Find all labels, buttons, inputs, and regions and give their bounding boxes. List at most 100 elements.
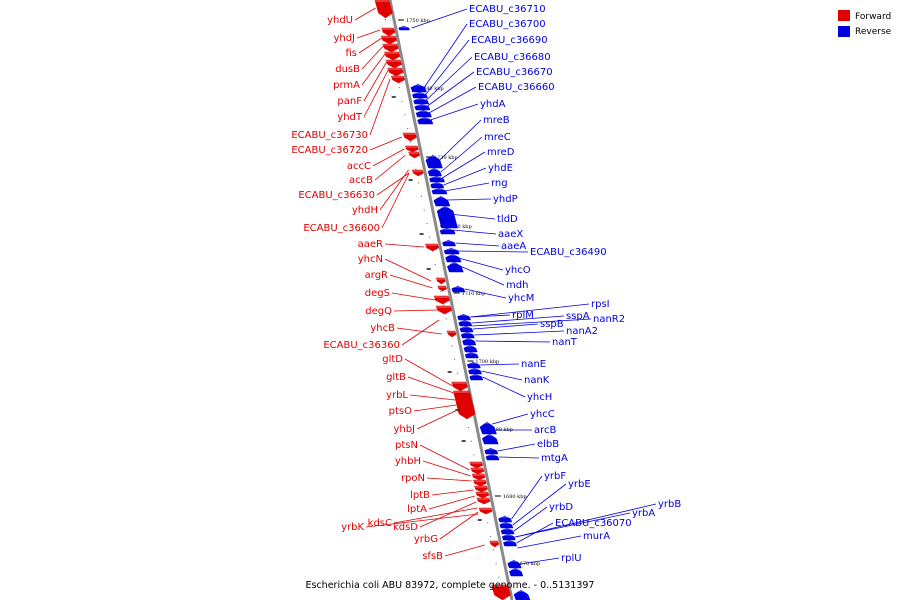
leader-line: [356, 29, 381, 39]
forward-gene: [387, 67, 404, 77]
leader-line: [492, 413, 529, 425]
leader-line: [419, 444, 470, 471]
reverse-gene: [411, 91, 428, 99]
forward-gene: [489, 540, 500, 548]
forward-gene: [424, 243, 440, 252]
gene-label: yhdT: [337, 112, 363, 123]
reverse-gene: [442, 239, 456, 247]
gene-label: yhcM: [508, 293, 534, 304]
gene-label: murA: [583, 531, 610, 542]
forward-gene: [384, 51, 401, 61]
gene-label: yrbE: [568, 479, 591, 490]
reverse-gene: [459, 325, 474, 333]
leader-line: [422, 460, 471, 477]
gene-label: yhcC: [530, 409, 555, 420]
gene-label: prmA: [333, 80, 360, 91]
gene-label: yhdU: [327, 15, 353, 26]
gene-label: yrbG: [414, 534, 438, 545]
reverse-gene: [417, 116, 434, 125]
gene-glyphs: [374, 0, 531, 600]
scale-tick-label: 1720 kbp: [448, 224, 472, 230]
gene-label: ECABU_c36600: [303, 223, 380, 234]
leader-line: [396, 327, 442, 335]
gene-label: yhcO: [505, 265, 531, 276]
leader-line: [515, 503, 657, 538]
reverse-gene: [446, 261, 464, 273]
gene-label: tldD: [497, 214, 518, 225]
leader-line: [363, 61, 387, 102]
reverse-gene: [479, 421, 497, 435]
leader-line: [511, 475, 543, 520]
gene-label: lptA: [407, 504, 427, 515]
leader-line: [391, 292, 436, 301]
leader-line: [497, 443, 536, 452]
reverse-gene: [485, 453, 500, 461]
leader-line: [427, 71, 475, 107]
gene-label: sfsB: [422, 551, 443, 562]
gene-label: yrbL: [386, 390, 408, 401]
gene-label: gltB: [386, 372, 406, 383]
reverse-gene: [443, 247, 460, 255]
leader-line: [444, 182, 490, 192]
leader-line: [471, 315, 565, 324]
forward-gene: [437, 285, 447, 292]
leader-line: [365, 513, 479, 528]
gene-label: rplM: [512, 310, 534, 321]
gene-label: yhcN: [358, 254, 383, 265]
leader-line: [407, 376, 455, 394]
leader-line: [449, 213, 496, 220]
leader-line: [374, 154, 406, 181]
reverse-gene: [498, 515, 513, 523]
leader-line: [472, 323, 539, 330]
leader-line: [458, 257, 504, 271]
gene-label: mreC: [484, 132, 511, 143]
gene-label: rplU: [561, 553, 582, 564]
leader-line: [404, 358, 453, 387]
reverse-gene: [433, 195, 451, 207]
gene-label: ECABU_c36360: [323, 340, 400, 351]
gene-label: nanA2: [566, 326, 598, 337]
gene-label: lptB: [410, 490, 430, 501]
gene-label: yhcH: [527, 392, 552, 403]
forward-gene: [411, 169, 424, 177]
leader-line: [516, 522, 554, 544]
leader-line: [498, 456, 540, 459]
leader-line: [393, 507, 478, 524]
gene-label: sspB: [540, 319, 564, 330]
leader-line: [482, 376, 526, 398]
gene-label: elbB: [537, 439, 559, 450]
gene-label: ECABU_c36680: [474, 52, 551, 63]
leader-line: [428, 86, 477, 114]
reverse-gene: [466, 361, 481, 369]
leader-line: [428, 495, 475, 510]
gene-label: yhdE: [488, 163, 513, 174]
leader-line: [369, 136, 403, 151]
gene-label: yhbH: [395, 456, 421, 467]
gene-label: argR: [365, 270, 388, 281]
gene-label: aaeX: [498, 229, 523, 240]
gene-label: ECABU_c36490: [530, 247, 607, 258]
reverse-gene: [431, 187, 448, 195]
reverse-gene: [410, 83, 427, 93]
leader-line: [474, 330, 565, 336]
leader-line: [439, 511, 479, 540]
scale-tick-label: 1740 kbp: [420, 86, 444, 92]
forward-gene: [408, 151, 421, 159]
leader-line: [452, 229, 497, 235]
reverse-gene: [460, 331, 475, 339]
forward-gene: [374, 0, 393, 19]
forward-gene: [435, 305, 452, 315]
reverse-gene: [464, 351, 479, 359]
forward-gene: [446, 330, 457, 338]
reverse-gene: [439, 227, 456, 235]
gene-label: ECABU_c36630: [298, 190, 375, 201]
legend-forward-swatch: [838, 10, 850, 21]
leader-line: [411, 8, 468, 29]
leader-line: [381, 172, 410, 229]
leader-line: [426, 56, 473, 101]
forward-gene: [451, 381, 468, 392]
forward-gene: [470, 467, 485, 475]
legend-reverse-swatch: [838, 26, 850, 37]
forward-gene: [471, 473, 486, 481]
forward-gene: [380, 35, 398, 45]
